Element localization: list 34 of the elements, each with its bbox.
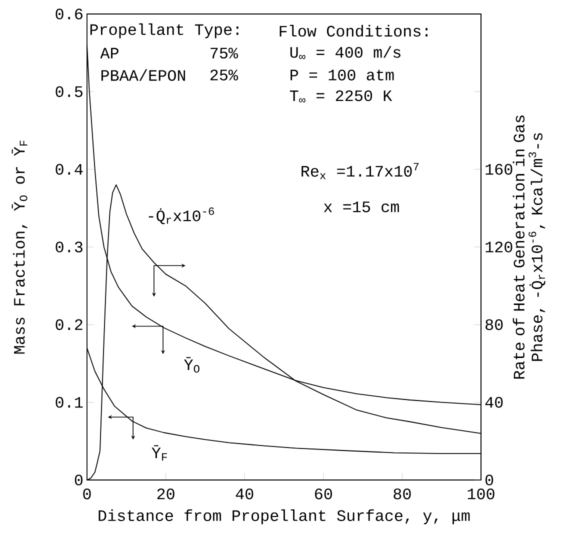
y2-tick-label: 40 bbox=[485, 396, 503, 408]
y2-tick-label: 160 bbox=[486, 164, 512, 175]
x-tick-label: 0 bbox=[83, 488, 91, 500]
annotation: x =15 cm bbox=[324, 202, 399, 212]
annotation: U$_{∞}$ = 400 m/s bbox=[290, 46, 400, 60]
annotation: 75% bbox=[210, 48, 238, 59]
x-tick-label: 60 bbox=[315, 488, 332, 500]
annotation: AP bbox=[100, 48, 118, 58]
annotation: Flow Conditions: bbox=[280, 24, 428, 37]
x-tick-label: 100 bbox=[468, 488, 494, 500]
y2-tick-label: 80 bbox=[486, 319, 503, 330]
y-tick-label: 0.5 bbox=[56, 86, 82, 98]
y-tick-label: 0.2 bbox=[56, 319, 82, 330]
annotation: Re$_{x}$ =1.17x10$^{7}$ bbox=[302, 162, 419, 180]
y2-tick-label: 120 bbox=[486, 242, 512, 252]
y2-tick-label: 0 bbox=[485, 474, 494, 486]
y-tick-label: 0.6 bbox=[56, 8, 82, 20]
y-tick-label: 0.3 bbox=[56, 242, 82, 252]
x-tick-label: 20 bbox=[157, 488, 174, 500]
annotation: P = 100 atm bbox=[290, 70, 394, 80]
annotation: Ȳ$_{O}$ bbox=[184, 357, 200, 373]
y-axis-title: Mass Fraction, Ȳ$_{O}$ or Ȳ$_{F}$ bbox=[12, 140, 28, 354]
annotation: PBAA/EPON bbox=[101, 69, 186, 81]
annotation: 25% bbox=[210, 70, 238, 80]
y-tick-label: 0 bbox=[74, 474, 82, 486]
annotation: Ȳ$_{F}$ bbox=[152, 445, 167, 461]
y-tick-label: 0.4 bbox=[56, 164, 83, 175]
annotation: T$_{∞}$ = 2250 K bbox=[290, 90, 392, 102]
annotation: Propellant Type: bbox=[90, 23, 238, 38]
x-tick-label: 80 bbox=[394, 488, 411, 500]
y-tick-label: 0.1 bbox=[56, 396, 83, 408]
x-tick-label: 40 bbox=[236, 488, 254, 500]
annotation: -Q̇$_{r}$x10$^{-6}$ bbox=[148, 207, 214, 224]
x-axis-title: Distance from Propellant Surface, y, μm bbox=[98, 509, 470, 524]
